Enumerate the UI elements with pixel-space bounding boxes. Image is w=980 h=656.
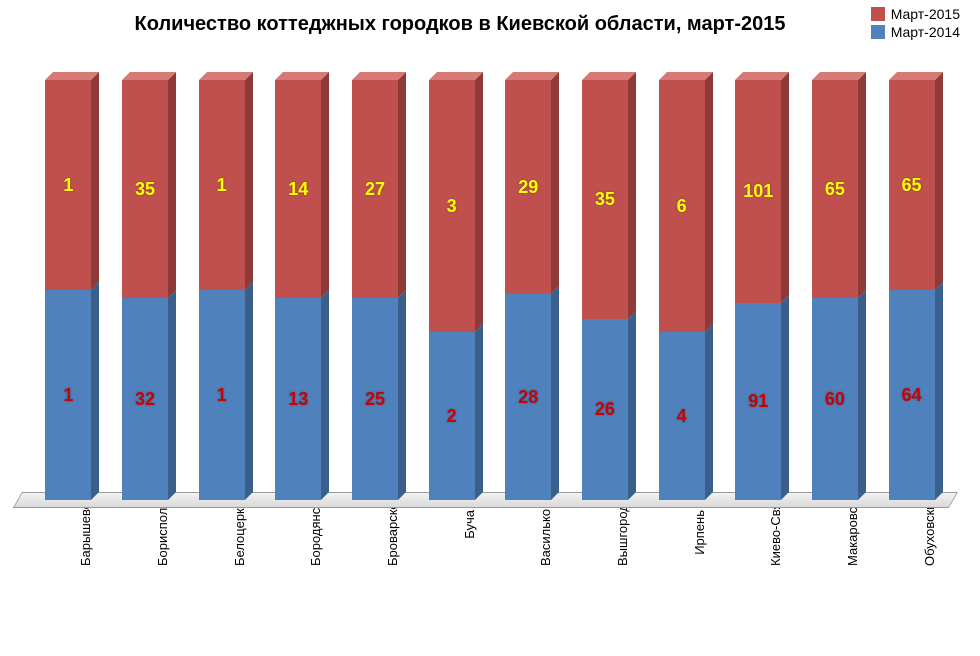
bar-slot: 64: [654, 60, 710, 500]
bar-segment-top: 6: [659, 80, 705, 332]
bar-bottom-value: 26: [595, 399, 615, 420]
bar-bottom-value: 13: [288, 389, 308, 410]
x-axis-label: Бориспольский: [145, 510, 170, 566]
bar-segment-bottom: 32: [122, 298, 168, 500]
bar-bottom-value: 32: [135, 389, 155, 410]
bar-segment-bottom: 1: [199, 290, 245, 500]
bar-top-value: 3: [447, 196, 457, 217]
legend-label-2015: Март-2015: [891, 6, 960, 22]
bar-slot: 29 28: [500, 60, 556, 500]
bar-slot: 27 25: [347, 60, 403, 500]
x-axis-label: Макаровский: [835, 510, 860, 566]
bar-segment-top: 14: [275, 80, 321, 298]
bar-segment-top: 65: [889, 80, 935, 290]
bar-bottom-value: 2: [447, 406, 457, 427]
legend-swatch-2015: [871, 7, 885, 21]
bar-top-value: 65: [902, 175, 922, 196]
bar-slot: 35 26: [577, 60, 633, 500]
bar-top-value: 35: [135, 179, 155, 200]
bar: 101 91: [735, 80, 781, 500]
bar: 11: [45, 80, 91, 500]
legend-item-2014: Март-2014: [871, 24, 960, 40]
bar: 27 25: [352, 80, 398, 500]
bar: 32: [429, 80, 475, 500]
x-axis-label: Васильковский: [528, 510, 553, 566]
x-axis-label: Обуховский: [912, 510, 937, 566]
bar-bottom-value: 28: [518, 387, 538, 408]
legend-item-2015: Март-2015: [871, 6, 960, 22]
bar-top-value: 6: [677, 196, 687, 217]
bar-segment-bottom: 26: [582, 319, 628, 500]
chart-title: Количество коттеджных городков в Киевско…: [110, 13, 810, 36]
bar-segment-top: 1: [45, 80, 91, 290]
bar-segment-top: 101: [735, 80, 781, 303]
bar-segment-top: 27: [352, 80, 398, 298]
bar-top-value: 1: [63, 175, 73, 196]
bar: 11: [199, 80, 245, 500]
bar-segment-top: 1: [199, 80, 245, 290]
bar-bottom-value: 4: [677, 406, 687, 427]
bar: 35 26: [582, 80, 628, 500]
bar-segment-bottom: 2: [429, 332, 475, 500]
bar: 64: [659, 80, 705, 500]
bar-segment-top: 35: [582, 80, 628, 319]
bar-top-value: 101: [743, 181, 773, 202]
bar-slot: 65 60: [807, 60, 863, 500]
bar-segment-top: 35: [122, 80, 168, 298]
bar-segment-bottom: 91: [735, 303, 781, 500]
x-axis-label: Белоцерковский: [222, 510, 247, 566]
x-axis-label: Ирпень: [682, 510, 707, 566]
bar-bottom-value: 60: [825, 389, 845, 410]
bar-top-value: 65: [825, 179, 845, 200]
bar-slot: 14 13: [270, 60, 326, 500]
bar-segment-bottom: 4: [659, 332, 705, 500]
bar: 65 64: [889, 80, 935, 500]
x-axis-label: Бородянский: [298, 510, 323, 566]
bar-segment-bottom: 25: [352, 298, 398, 500]
bar-segment-bottom: 60: [812, 298, 858, 500]
bar-top-value: 14: [288, 179, 308, 200]
bar-bottom-value: 1: [63, 385, 73, 406]
bar-slot: 32: [424, 60, 480, 500]
x-axis-label: Барышевский: [68, 510, 93, 566]
x-axis-label: Киево-Святошинский: [758, 510, 783, 566]
bar-top-value: 35: [595, 189, 615, 210]
bar-segment-bottom: 1: [45, 290, 91, 500]
bar-segment-bottom: 28: [505, 294, 551, 500]
bar-bottom-value: 91: [748, 391, 768, 412]
plot-area: 1135321114132725322928352664101916560656…: [30, 60, 950, 500]
bar-bottom-value: 25: [365, 389, 385, 410]
bar-segment-top: 29: [505, 80, 551, 294]
bars-row: 1135321114132725322928352664101916560656…: [30, 60, 950, 500]
bar-top-value: 29: [518, 177, 538, 198]
x-axis-labels: БарышевскийБориспольскийБелоцерковскийБо…: [30, 510, 950, 535]
bar-bottom-value: 1: [217, 385, 227, 406]
bar-slot: 11: [40, 60, 96, 500]
bar: 35 32: [122, 80, 168, 500]
bar: 14 13: [275, 80, 321, 500]
legend-label-2014: Март-2014: [891, 24, 960, 40]
bar-slot: 35 32: [117, 60, 173, 500]
bar-segment-bottom: 13: [275, 298, 321, 500]
x-axis-label: Вышгородский: [605, 510, 630, 566]
legend: Март-2015 Март-2014: [871, 6, 960, 42]
bar-segment-top: 3: [429, 80, 475, 332]
legend-swatch-2014: [871, 25, 885, 39]
bar: 65 60: [812, 80, 858, 500]
bar-top-value: 27: [365, 179, 385, 200]
bar-slot: 65 64: [884, 60, 940, 500]
x-axis-label: Буча: [452, 510, 477, 566]
x-axis-label: Броварской: [375, 510, 400, 566]
bar-top-value: 1: [217, 175, 227, 196]
bar-slot: 11: [194, 60, 250, 500]
bar-slot: 101 91: [730, 60, 786, 500]
bar-segment-bottom: 64: [889, 290, 935, 500]
bar-segment-top: 65: [812, 80, 858, 298]
bar: 29 28: [505, 80, 551, 500]
bar-bottom-value: 64: [902, 385, 922, 406]
chart-container: Количество коттеджных городков в Киевско…: [0, 0, 980, 656]
